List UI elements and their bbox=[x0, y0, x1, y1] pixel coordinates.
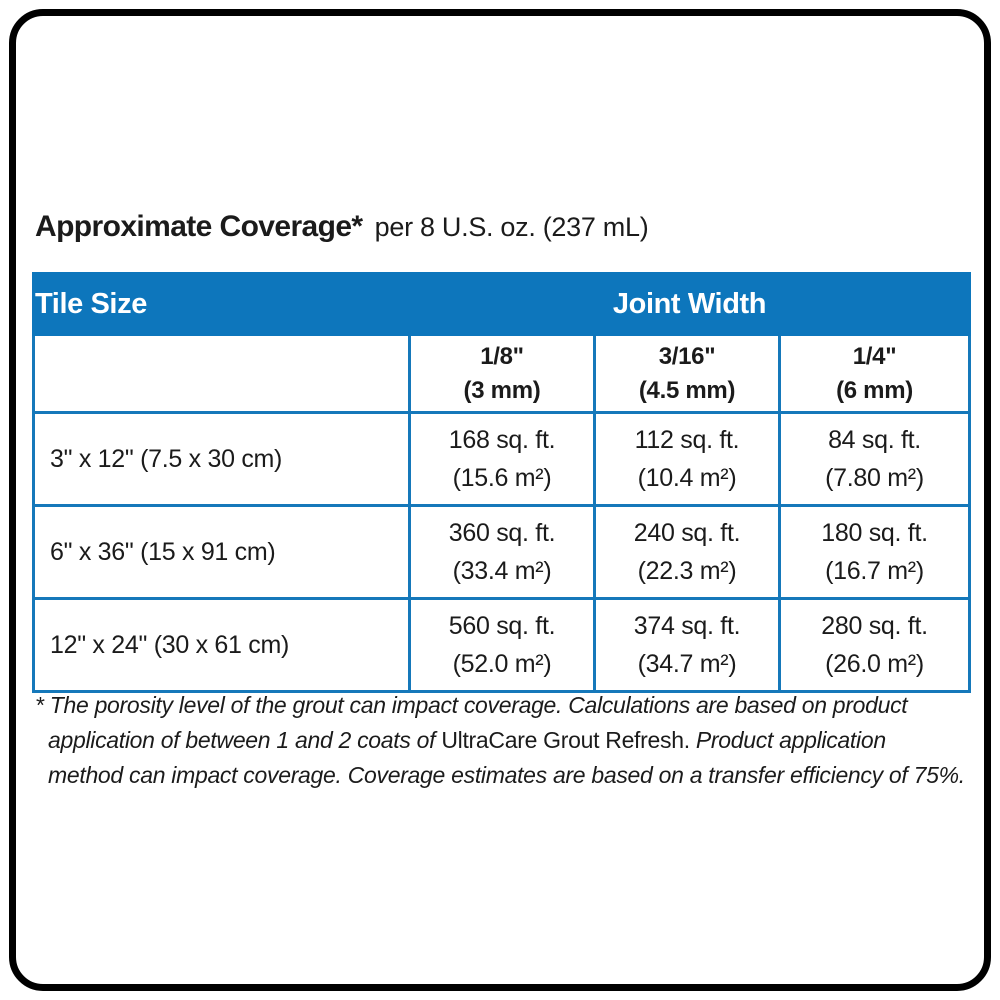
coverage-sqm: (7.80 m²) bbox=[825, 464, 924, 492]
joint-width-subheader-row: 1/8" (3 mm) 3/16" (4.5 mm) 1/4" (6 mm) bbox=[32, 333, 972, 414]
coverage-sqft: 280 sq. ft. bbox=[821, 612, 928, 640]
table-row-12x24: 12" x 24" (30 x 61 cm) 560 sq. ft. (52.0… bbox=[32, 597, 972, 693]
subheader-line2: (6 mm) bbox=[836, 376, 913, 404]
table-row-6x36: 6" x 36" (15 x 91 cm) 360 sq. ft. (33.4 … bbox=[32, 504, 972, 600]
tile-size-cell: 3" x 12" (7.5 x 30 cm) bbox=[32, 411, 411, 507]
coverage-sqft: 560 sq. ft. bbox=[448, 612, 556, 640]
coverage-cell: 280 sq. ft. (26.0 m²) bbox=[777, 597, 972, 693]
coverage-sqft: 240 sq. ft. bbox=[633, 519, 741, 547]
empty-corner-cell bbox=[32, 333, 411, 414]
title-suffix: per 8 U.S. oz. (237 mL) bbox=[374, 212, 649, 242]
column-header-tile-size: Tile Size bbox=[32, 272, 411, 336]
page-title: Approximate Coverage* per 8 U.S. oz. (23… bbox=[35, 210, 649, 244]
coverage-sqft: 168 sq. ft. bbox=[448, 426, 556, 454]
subheader-cell-1-4in: 1/4" (6 mm) bbox=[777, 333, 972, 414]
coverage-cell: 560 sq. ft. (52.0 m²) bbox=[408, 597, 596, 693]
coverage-sqm: (10.4 m²) bbox=[637, 464, 737, 492]
subheader-line1: 1/8" bbox=[480, 342, 524, 370]
coverage-sqm: (22.3 m²) bbox=[637, 557, 737, 585]
coverage-sqft: 360 sq. ft. bbox=[448, 519, 556, 547]
subheader-line2: (4.5 mm) bbox=[638, 376, 736, 404]
coverage-table: Tile Size Joint Width 1/8" (3 mm) 3/16" … bbox=[32, 272, 972, 693]
footnote-text: Product application bbox=[689, 727, 886, 753]
subheader-line1: 1/4" bbox=[852, 342, 897, 370]
title-main: Approximate Coverage* bbox=[35, 210, 363, 243]
tile-size-cell: 12" x 24" (30 x 61 cm) bbox=[32, 597, 411, 693]
subheader-cell-3-16in: 3/16" (4.5 mm) bbox=[593, 333, 781, 414]
subheader-cell-1-8in: 1/8" (3 mm) bbox=[408, 333, 596, 414]
coverage-sqft: 180 sq. ft. bbox=[821, 519, 928, 547]
coverage-sqm: (26.0 m²) bbox=[825, 650, 924, 678]
column-header-joint-width: Joint Width bbox=[407, 272, 972, 336]
footnote-line-3: method can impact coverage. Coverage est… bbox=[35, 758, 965, 793]
coverage-sqm: (33.4 m²) bbox=[452, 557, 552, 585]
table-header-row: Tile Size Joint Width bbox=[32, 272, 972, 336]
coverage-sqm: (15.6 m²) bbox=[452, 464, 552, 492]
coverage-cell: 360 sq. ft. (33.4 m²) bbox=[408, 504, 596, 600]
footnote-text: * The porosity level of the grout can im… bbox=[35, 692, 908, 718]
coverage-cell: 112 sq. ft. (10.4 m²) bbox=[593, 411, 781, 507]
product-name: UltraCare Grout Refresh. bbox=[441, 727, 690, 753]
coverage-sqm: (34.7 m²) bbox=[637, 650, 737, 678]
subheader-line1: 3/16" bbox=[658, 342, 716, 370]
coverage-cell: 84 sq. ft. (7.80 m²) bbox=[777, 411, 972, 507]
coverage-sqft: 84 sq. ft. bbox=[828, 426, 921, 454]
footnote: * The porosity level of the grout can im… bbox=[35, 688, 965, 793]
footnote-text: method can impact coverage. Coverage est… bbox=[48, 762, 965, 788]
subheader-line2: (3 mm) bbox=[463, 376, 541, 404]
coverage-sqm: (16.7 m²) bbox=[825, 557, 924, 585]
coverage-cell: 374 sq. ft. (34.7 m²) bbox=[593, 597, 781, 693]
coverage-cell: 168 sq. ft. (15.6 m²) bbox=[408, 411, 596, 507]
footnote-line-2: application of between 1 and 2 coats of … bbox=[35, 723, 950, 758]
footnote-line-1: * The porosity level of the grout can im… bbox=[35, 688, 950, 723]
table-row-3x12: 3" x 12" (7.5 x 30 cm) 168 sq. ft. (15.6… bbox=[32, 411, 972, 507]
coverage-cell: 180 sq. ft. (16.7 m²) bbox=[777, 504, 972, 600]
coverage-sqm: (52.0 m²) bbox=[452, 650, 552, 678]
coverage-sqft: 374 sq. ft. bbox=[633, 612, 741, 640]
coverage-sqft: 112 sq. ft. bbox=[634, 426, 740, 454]
tile-size-cell: 6" x 36" (15 x 91 cm) bbox=[32, 504, 411, 600]
coverage-cell: 240 sq. ft. (22.3 m²) bbox=[593, 504, 781, 600]
footnote-text: application of between 1 and 2 coats of bbox=[48, 727, 442, 753]
